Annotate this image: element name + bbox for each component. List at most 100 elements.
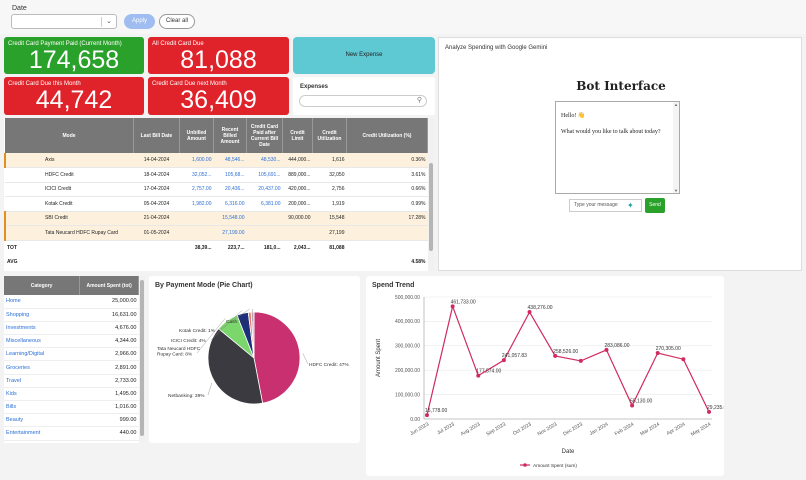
- table-row[interactable]: Travel 2,733.00: [4, 374, 139, 388]
- date-select[interactable]: ⌄: [11, 14, 117, 29]
- data-point[interactable]: [476, 373, 481, 378]
- category-name[interactable]: Home: [4, 295, 80, 309]
- cell-utilization-pct: 0.66%: [346, 182, 428, 197]
- table-row[interactable]: Kids 1,495.00: [4, 387, 139, 402]
- data-point[interactable]: [527, 310, 532, 315]
- cell-recent-billed[interactable]: 27,199.00: [213, 225, 247, 241]
- cell-credit-limit: 200,000...: [282, 196, 313, 212]
- category-name[interactable]: Investments: [4, 321, 80, 336]
- table-row[interactable]: Investments 4,676.00: [4, 321, 139, 336]
- cell-unbilled[interactable]: 32,052...: [179, 167, 214, 183]
- col-header-amount-spent[interactable]: Amount Spent (tot): [79, 276, 139, 295]
- table-row[interactable]: SBI Credit 21-04-2024 15,548.00 90,000.00 15…: [4, 211, 428, 226]
- cell-recent-billed[interactable]: 15,548.00: [213, 211, 247, 226]
- cell-paid-after[interactable]: 48,530...: [246, 153, 283, 168]
- col-header-mode[interactable]: Mode: [5, 118, 134, 153]
- cell-unbilled[interactable]: 1,600.00: [179, 153, 214, 168]
- cell-credit-limit: 90,000.00: [282, 211, 313, 226]
- table-row[interactable]: HDFC Credit 18-04-2024 32,052... 105,68... 1…: [5, 167, 428, 183]
- table-row[interactable]: Tata Neucard HDFC Rupay Card 01-05-2024 27…: [4, 225, 428, 241]
- table-row[interactable]: Home 25,000.00: [4, 295, 139, 309]
- message-input[interactable]: Type your message: [569, 199, 642, 212]
- table-row[interactable]: ICICI Credit 17-04-2024 2,757.00 20,436... 2…: [5, 182, 428, 197]
- average-label: AVG: [7, 258, 18, 265]
- table-row[interactable]: Groceries 2,891.00: [4, 360, 139, 375]
- table-row[interactable]: Entertainment 440.00: [4, 426, 139, 441]
- cell-recent-billed[interactable]: 20,436...: [213, 182, 247, 197]
- pie-chart: HDFC Credit: 47% Netbanking: 39% Tata Neuc…: [157, 309, 349, 405]
- data-point[interactable]: [450, 304, 455, 309]
- cell-unbilled[interactable]: 1,982.00: [179, 196, 214, 212]
- data-point[interactable]: [707, 409, 711, 414]
- kpi-title: Credit Card Due next Month: [152, 81, 227, 87]
- category-name[interactable]: Travel: [4, 374, 80, 388]
- clear-all-button[interactable]: Clear all: [159, 14, 195, 29]
- table-row[interactable]: Beauty 999.00: [4, 413, 139, 428]
- table-row[interactable]: Learning/Digital 2,966.00: [4, 347, 139, 362]
- category-name[interactable]: Bills: [4, 400, 80, 415]
- cell-paid-after[interactable]: 20,437.00: [246, 182, 283, 197]
- col-header-recent-billed[interactable]: Recent Billed Amount: [213, 118, 247, 153]
- cell-paid-after[interactable]: 6,381.00: [246, 196, 283, 212]
- cell-credit-utilization: 1,616: [312, 153, 347, 168]
- col-header-utilization-pct[interactable]: Credit Utilization (%): [346, 118, 428, 153]
- cell-unbilled[interactable]: [179, 211, 214, 226]
- cell-paid-after[interactable]: [246, 225, 283, 241]
- cell-paid-after[interactable]: 105,691...: [246, 167, 283, 183]
- col-header-credit-utilization[interactable]: Credit Utilization: [312, 118, 347, 153]
- category-name[interactable]: Kids: [4, 387, 80, 402]
- apply-button[interactable]: Apply: [124, 14, 155, 29]
- category-name[interactable]: Miscellaneous: [4, 334, 80, 349]
- table-row[interactable]: Bills 1,016.00: [4, 400, 139, 415]
- legend-entry[interactable]: Amount Spent (sum): [533, 463, 577, 469]
- col-header-credit-limit[interactable]: Credit Limit: [282, 118, 313, 153]
- new-expense-button[interactable]: New Expense: [293, 37, 435, 74]
- cell-credit-limit: 420,000...: [282, 182, 313, 197]
- cell-unbilled[interactable]: 2,757.00: [179, 182, 214, 197]
- cell-recent-billed[interactable]: 48,546...: [213, 153, 247, 168]
- category-name[interactable]: Beauty: [4, 413, 80, 428]
- col-header-unbilled[interactable]: Unbilled Amount: [179, 118, 214, 153]
- category-name[interactable]: Shopping: [4, 308, 80, 322]
- data-point[interactable]: [501, 358, 506, 363]
- chat-scrollbar[interactable]: [673, 102, 679, 193]
- table-row[interactable]: Miscellaneous 4,344.00: [4, 334, 139, 349]
- bot-panel-header: Analyze Spending with Google Gemini: [445, 45, 548, 51]
- data-point[interactable]: [425, 413, 429, 418]
- chevron-down-icon[interactable]: ⌄: [106, 18, 112, 25]
- cell-recent-billed[interactable]: 105,68...: [213, 167, 247, 183]
- table-row[interactable]: Kotak Credit 05-04-2024 1,982.00 6,316.00 6,…: [5, 196, 428, 212]
- data-point[interactable]: [578, 358, 583, 363]
- category-scrollbar[interactable]: [139, 276, 145, 443]
- category-name[interactable]: Groceries: [4, 360, 80, 375]
- data-point[interactable]: [553, 353, 558, 358]
- col-header-last-bill-date[interactable]: Last Bill Date: [133, 118, 180, 153]
- spend-trend-title: Spend Trend: [372, 282, 415, 289]
- kpi-card-payment-paid: Credit Card Payment Paid (Current Month)…: [4, 37, 144, 74]
- expenses-search-input[interactable]: ⚲: [299, 95, 427, 107]
- col-header-category[interactable]: Category: [4, 276, 81, 295]
- send-button[interactable]: Send: [645, 198, 665, 213]
- cell-paid-after[interactable]: [246, 211, 283, 226]
- scrollbar-thumb[interactable]: [140, 280, 144, 436]
- data-point[interactable]: [604, 347, 609, 352]
- pie-slice-hdfc-credit[interactable]: [253, 311, 301, 404]
- pie-leader-line: [302, 353, 309, 365]
- cell-unbilled[interactable]: [179, 225, 214, 241]
- chat-window[interactable]: Hello! 👋 What would you like to talk abo…: [555, 101, 680, 194]
- data-point[interactable]: [681, 357, 686, 362]
- pie-slice-netbanking[interactable]: [207, 328, 264, 405]
- table-scrollbar[interactable]: [428, 118, 434, 271]
- category-name[interactable]: Entertainment: [4, 426, 80, 441]
- pie-leader-line: [210, 310, 242, 341]
- x-tick-label: Dec 2023: [562, 421, 584, 437]
- table-row[interactable]: Shopping 16,631.00: [4, 308, 139, 322]
- category-name[interactable]: Learning/Digital: [4, 347, 80, 362]
- row-marker: [5, 182, 11, 197]
- col-header-paid-after[interactable]: Credit Card Paid after Current Bill Date: [246, 118, 283, 153]
- data-point[interactable]: [630, 403, 635, 408]
- scrollbar-thumb[interactable]: [429, 163, 433, 251]
- table-row[interactable]: Axis 14-04-2024 1,600.00 48,546... 48,530...…: [4, 153, 428, 168]
- cell-recent-billed[interactable]: 6,316.00: [213, 196, 247, 212]
- data-point[interactable]: [655, 351, 660, 356]
